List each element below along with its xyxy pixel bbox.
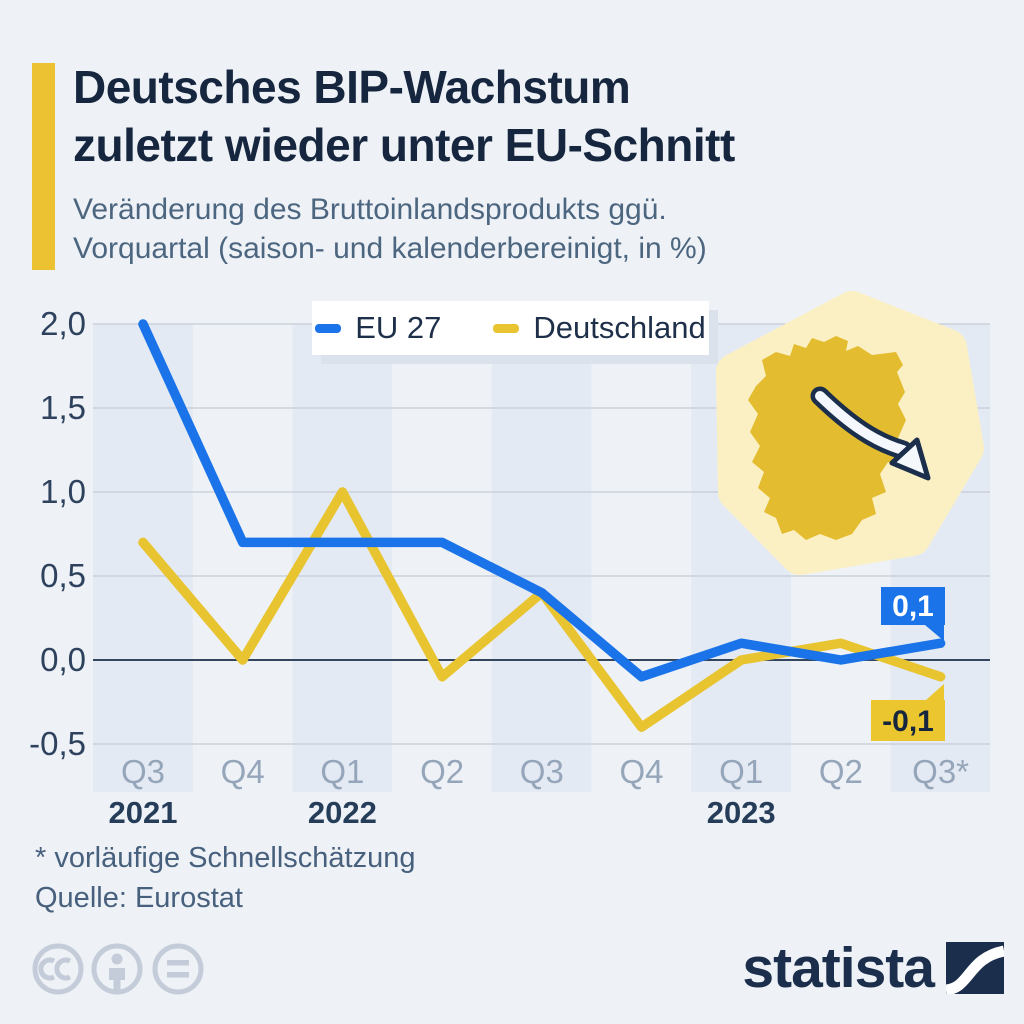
x-tick-label: Q4 [619, 753, 663, 790]
germany-map-icon [716, 291, 984, 575]
subtitle-line-1: Veränderung des Bruttoinlandsprodukts gg… [73, 193, 667, 226]
germany-silhouette [748, 336, 912, 540]
statista-logo-mark [946, 942, 1004, 994]
legend-item-deutschland: Deutschland [493, 310, 706, 346]
attribution-person-icon [91, 943, 143, 995]
x-tick-label: Q3* [912, 753, 969, 790]
page-subtitle: Veränderung des Bruttoinlandsprodukts gg… [73, 190, 973, 268]
y-tick-label: 1,5 [40, 389, 86, 426]
statista-logo: statista [690, 933, 1004, 1003]
x-tick-label: Q3 [520, 753, 564, 790]
x-tick-label: Q4 [221, 753, 265, 790]
deutschland-line-swatch [493, 323, 520, 333]
legend-label-deutschland: Deutschland [533, 310, 706, 345]
y-tick-label: 0,0 [40, 641, 86, 678]
deutschland-end-value: -0,1 [882, 705, 934, 738]
y-tick-label: 0,5 [40, 557, 86, 594]
y-tick-label: 1,0 [40, 473, 86, 510]
data-series [138, 319, 946, 732]
title-line-2: zuletzt wieder unter EU-Schnitt [73, 119, 735, 171]
x-tick-label: Q2 [819, 753, 863, 790]
eu27-value-badge: 0,1 [881, 587, 945, 641]
quarter-stripes [93, 324, 991, 792]
title-accent-bar [32, 63, 55, 270]
downtrend-arrow-icon [810, 386, 931, 481]
chart-legend: EU 27 Deutschland [312, 301, 709, 355]
statista-wordmark: statista [742, 936, 935, 1000]
x-tick-label: Q1 [719, 753, 763, 790]
legend-item-eu27: EU 27 [315, 310, 441, 346]
legend-label-eu27: EU 27 [355, 310, 442, 345]
year-label: 2023 [707, 795, 776, 830]
license-icons [32, 943, 204, 995]
subtitle-line-2: Vorquartal (saison- und kalenderbereinig… [73, 232, 707, 265]
eu27-line-swatch [315, 323, 342, 333]
title-line-1: Deutsches BIP-Wachstum [73, 61, 631, 113]
source-note: Quelle: Eurostat [35, 882, 243, 914]
x-axis-labels: Q3 Q4 Q1 Q2 Q3 Q4 Q1 Q2 Q3* [121, 753, 969, 790]
equals-icon [152, 943, 204, 995]
y-axis-labels: 2,0 1,5 1,0 0,5 0,0 -0,5 [29, 305, 86, 762]
x-tick-label: Q3 [121, 753, 165, 790]
x-tick-label: Q1 [320, 753, 364, 790]
year-label: 2022 [308, 795, 377, 830]
series-line-eu-27 [138, 319, 946, 682]
quarter-stripe [491, 324, 592, 792]
y-tick-label: 2,0 [40, 305, 86, 342]
cc-icon [32, 943, 84, 995]
deutschland-value-badge: -0,1 [871, 684, 945, 741]
y-tick-label: -0,5 [29, 725, 86, 762]
year-label: 2021 [109, 795, 178, 830]
year-labels: 2021 2022 2023 [109, 795, 776, 830]
page-title: Deutsches BIP-Wachstum zuletzt wieder un… [73, 58, 1003, 174]
footnote-asterisk: * vorläufige Schnellschätzung [35, 842, 416, 874]
x-tick-label: Q2 [420, 753, 464, 790]
eu27-end-value: 0,1 [892, 590, 934, 623]
